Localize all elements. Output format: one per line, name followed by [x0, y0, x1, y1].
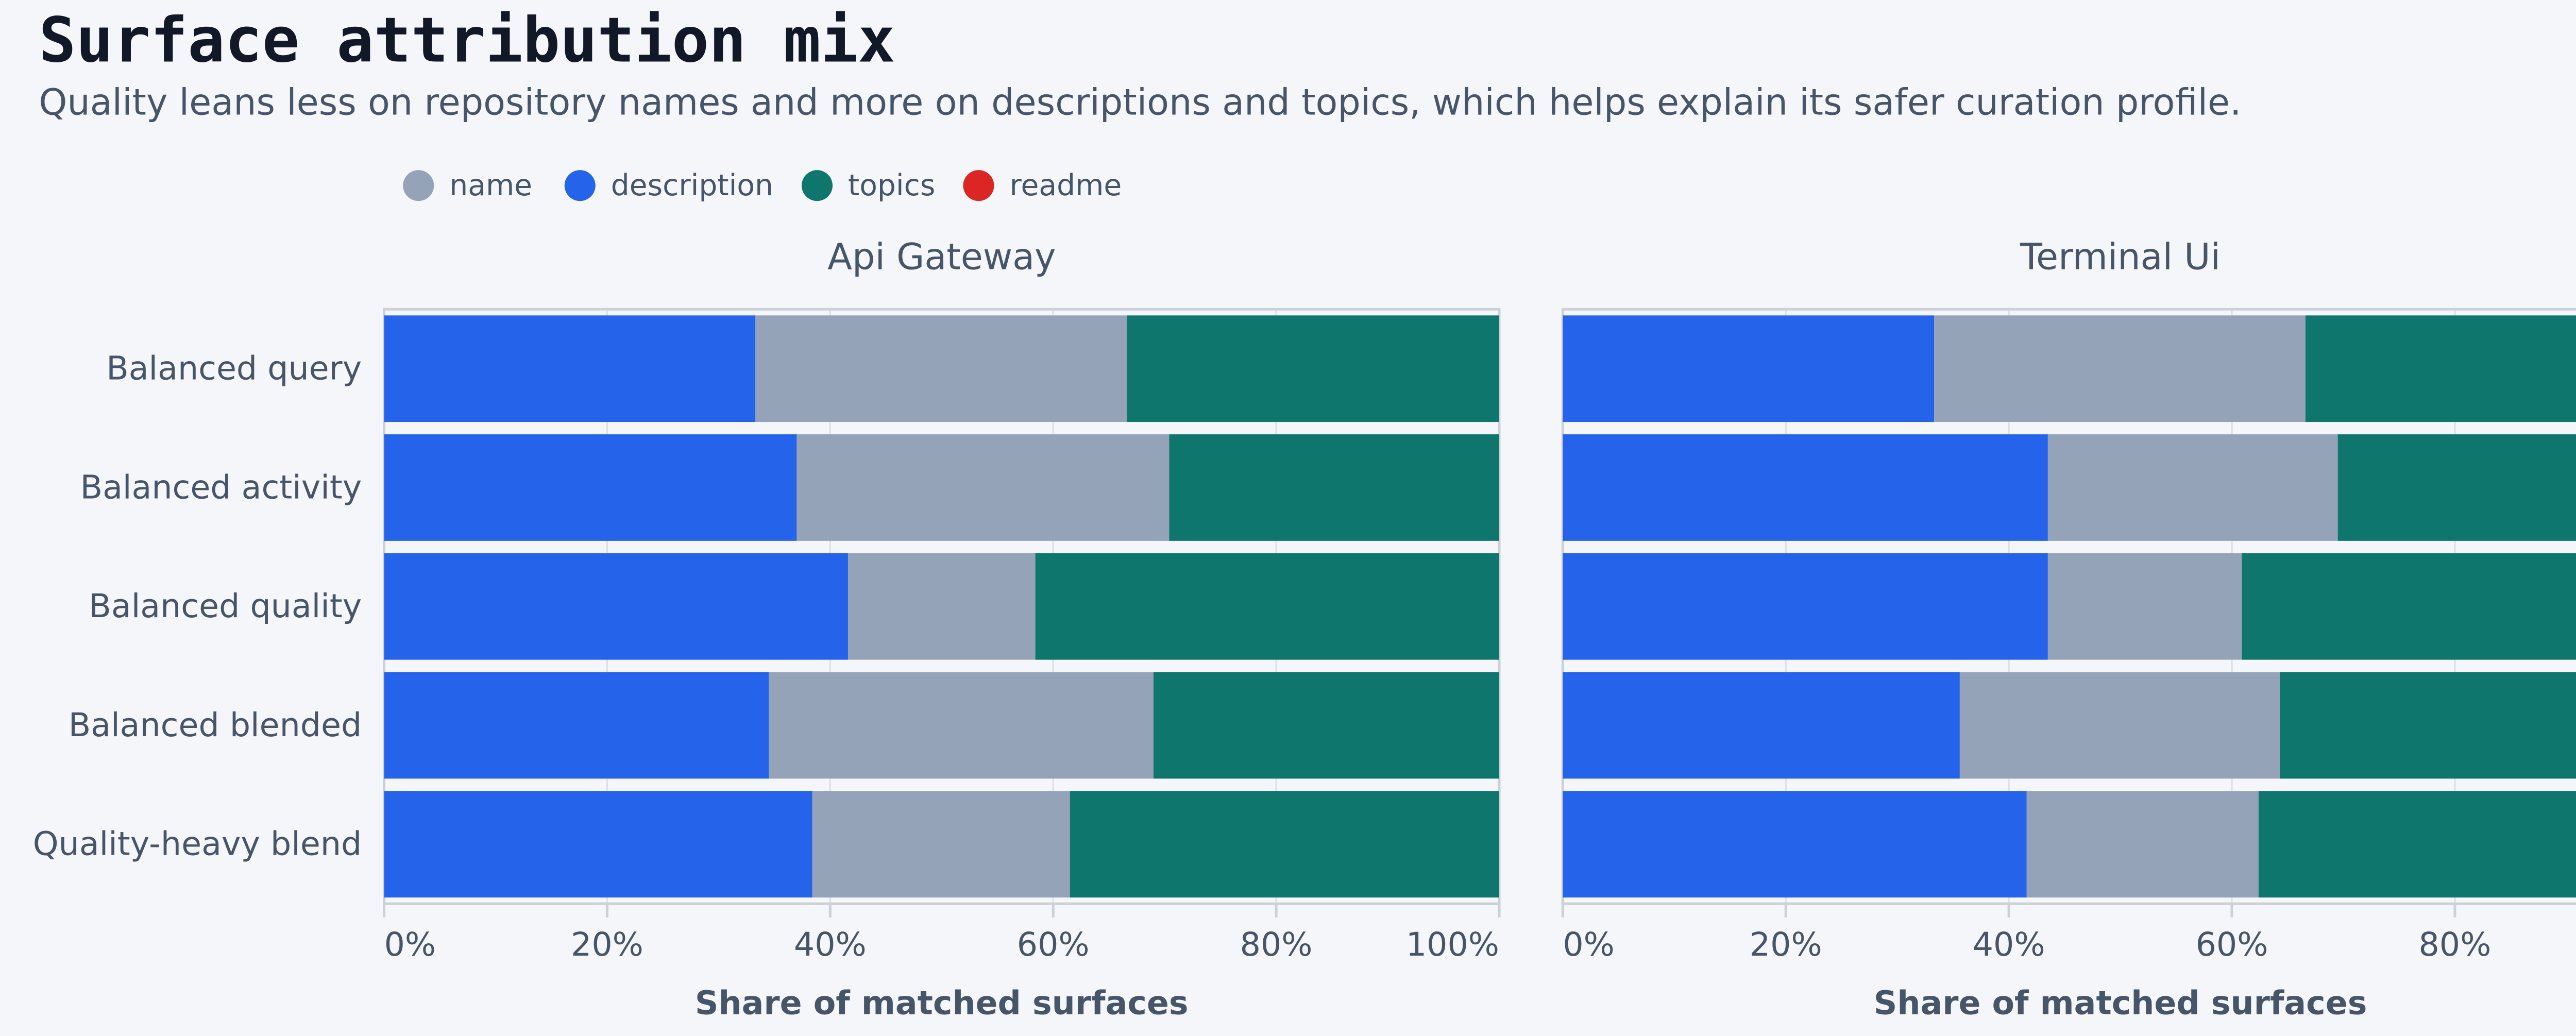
bar-segment: [2305, 315, 2576, 422]
y-tick-label: Balanced blended: [69, 706, 362, 744]
bar-segment: [2258, 791, 2576, 898]
legend-label: topics: [848, 168, 935, 202]
x-tick-label: 40%: [794, 925, 867, 963]
y-tick-label: Quality-heavy blend: [33, 825, 362, 863]
bar-segment: [796, 434, 1170, 541]
bar-segment: [2047, 553, 2242, 660]
bar-segment: [1035, 553, 1499, 660]
bar-segment: [755, 315, 1127, 422]
x-tick-label: 100%: [1406, 925, 1499, 963]
x-tick-label: 0%: [1563, 925, 1615, 963]
bar-segment: [1127, 315, 1499, 422]
bar-segment: [384, 315, 756, 422]
x-tick-label: 20%: [571, 925, 643, 963]
x-tick-label: 80%: [1240, 925, 1313, 963]
bar-segment: [2026, 791, 2259, 898]
panel-title: Terminal Ui: [2020, 236, 2221, 278]
panel-title: Api Gateway: [827, 236, 1056, 278]
bar-segment: [2280, 672, 2576, 779]
bar-segment: [2337, 434, 2576, 541]
subtitle: Quality leans less on repository names a…: [39, 81, 2241, 123]
y-tick-label: Balanced query: [106, 349, 362, 387]
bar-segment: [2047, 434, 2338, 541]
bar-segment: [1563, 791, 2027, 898]
legend-swatch: [403, 170, 434, 201]
bar-segment: [1169, 434, 1499, 541]
legend-label: readme: [1010, 168, 1122, 202]
legend-label: name: [449, 168, 532, 202]
bar-segment: [1563, 553, 2048, 660]
x-tick-label: 60%: [2196, 925, 2268, 963]
x-tick-label: 20%: [1750, 925, 1822, 963]
legend-swatch: [801, 170, 833, 201]
legend-swatch: [963, 170, 994, 201]
bar-segment: [812, 791, 1070, 898]
bar-segment: [1070, 791, 1499, 898]
x-axis-label: Share of matched surfaces: [695, 984, 1189, 1022]
bar-segment: [384, 672, 769, 779]
bar-segment: [1959, 672, 2280, 779]
page-title: Surface attribution mix: [39, 5, 895, 76]
bar-segment: [384, 434, 797, 541]
bar-segment: [384, 791, 812, 898]
bar-segment: [2242, 553, 2576, 660]
y-tick-label: Balanced quality: [89, 587, 362, 625]
bar-segment: [1563, 315, 1935, 422]
x-tick-label: 80%: [2418, 925, 2491, 963]
bar-segment: [848, 553, 1036, 660]
x-tick-label: 0%: [384, 925, 436, 963]
bar-segment: [1934, 315, 2306, 422]
legend-label: description: [611, 168, 773, 202]
bar-segment: [769, 672, 1154, 779]
bar-segment: [1563, 672, 1960, 779]
x-tick-label: 40%: [1973, 925, 2045, 963]
bar-segment: [384, 553, 848, 660]
x-tick-label: 60%: [1017, 925, 1090, 963]
bar-segment: [1154, 672, 1499, 779]
x-axis-label: Share of matched surfaces: [1874, 984, 2367, 1022]
bar-segment: [1563, 434, 2048, 541]
legend-swatch: [564, 170, 596, 201]
y-tick-label: Balanced activity: [80, 468, 362, 506]
